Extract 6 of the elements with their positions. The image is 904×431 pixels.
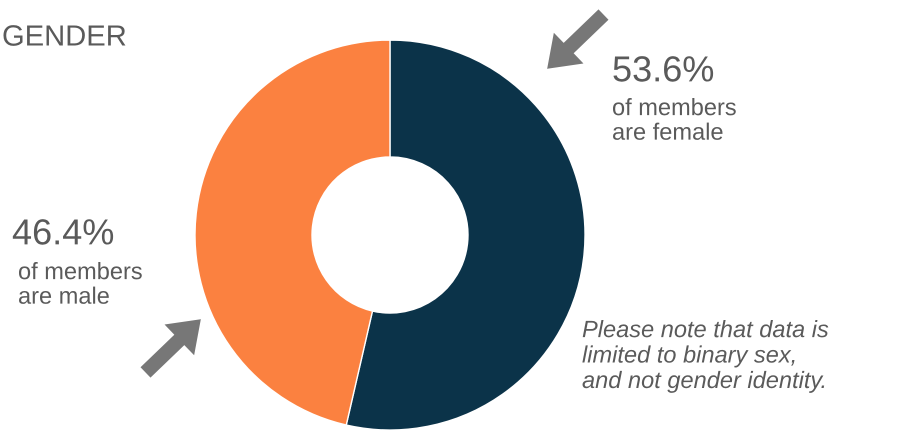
slice-label: of members are female	[612, 98, 736, 140]
text: Please note that data is limited to binary sex, and not gender identity.	[582, 320, 828, 393]
slice-label: of members are male	[18, 262, 142, 304]
data-label: 46.4%	[12, 219, 114, 245]
data-label: 53.6%	[613, 56, 714, 82]
chart-title: GENDER	[3, 25, 126, 46]
